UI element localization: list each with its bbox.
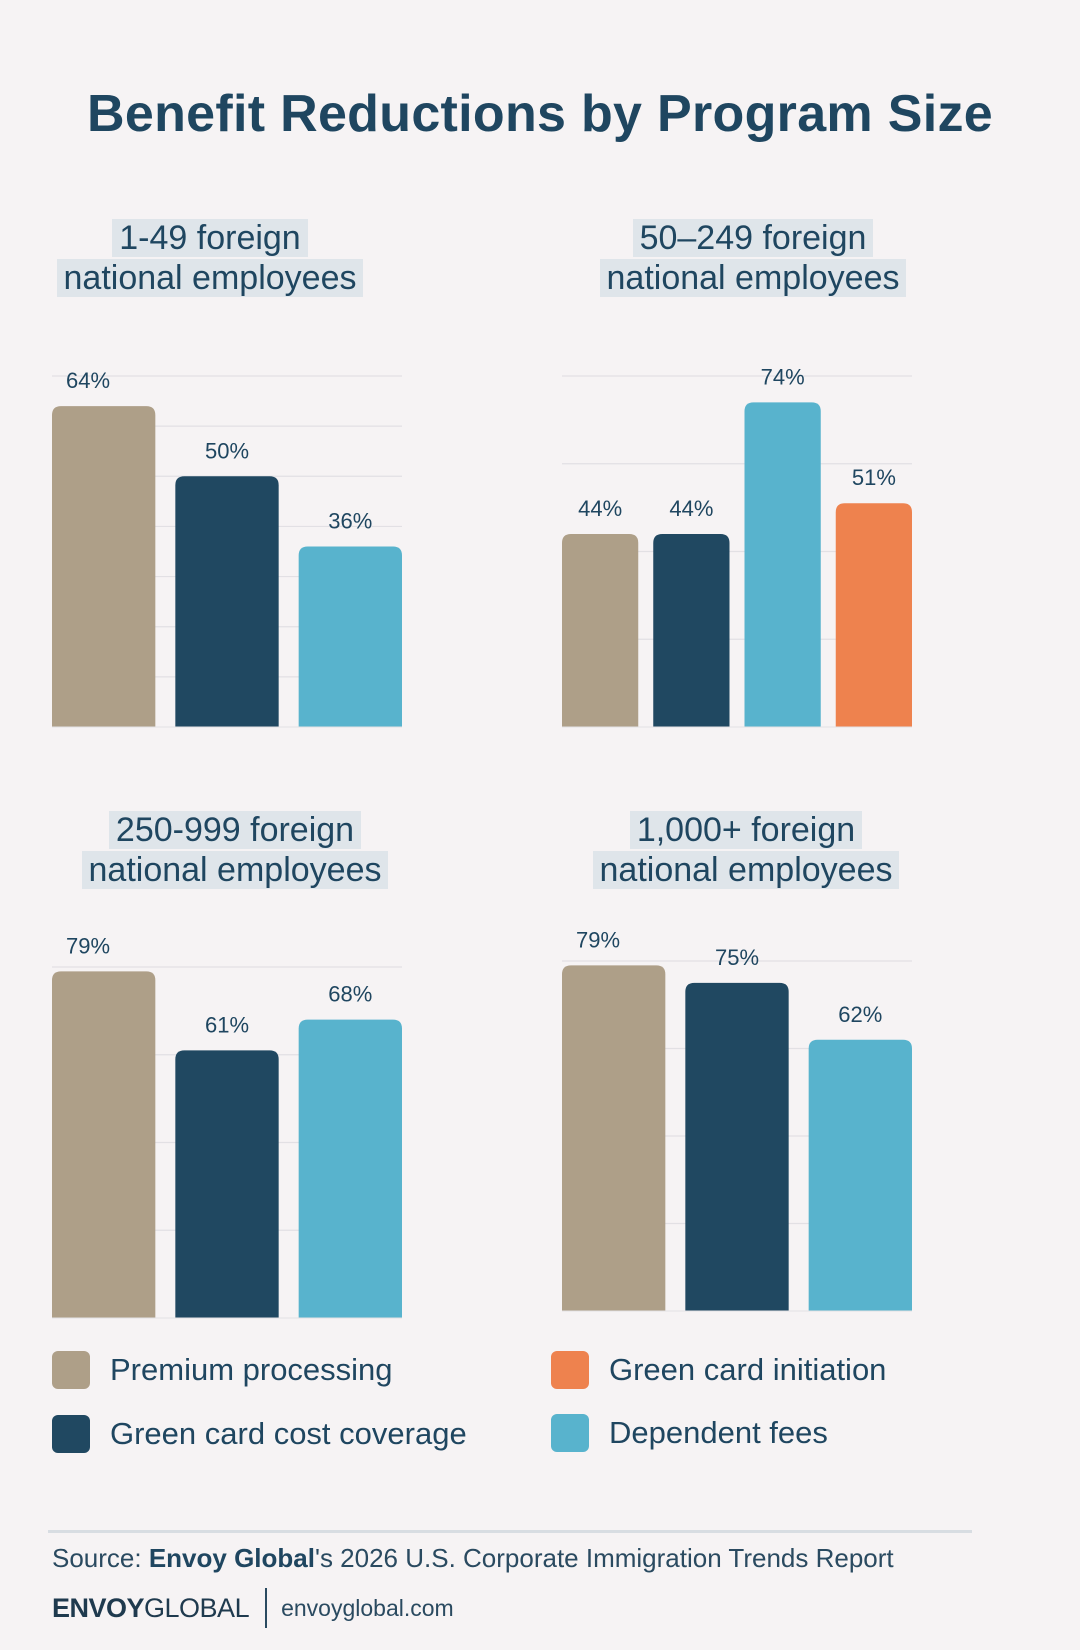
- bar-green-card-cost-coverage: [175, 1050, 279, 1318]
- bar-premium-processing: [562, 965, 666, 1311]
- chart-1-49: 64% 50% 36%: [52, 368, 402, 728]
- data-label: 44%: [669, 496, 713, 521]
- data-label: 79%: [576, 927, 620, 952]
- legend-swatch: [551, 1351, 589, 1389]
- data-label: 64%: [66, 368, 110, 393]
- source-note: Source: Envoy Global's 2026 U.S. Corpora…: [52, 1543, 894, 1574]
- source-prefix: Source:: [52, 1543, 149, 1573]
- panel-title-line-2: national employees: [81, 851, 389, 889]
- legend-item-green-card-initiation: Green card initiation: [551, 1351, 886, 1389]
- panel-title-line-2: national employees: [599, 259, 907, 297]
- envoy-global-logo: ENVOYGLOBAL: [52, 1592, 250, 1624]
- legend-label: Premium processing: [110, 1352, 393, 1387]
- bar-premium-processing: [52, 971, 156, 1318]
- bar-green-card-cost-coverage: [685, 982, 789, 1311]
- bar-green-card-cost-coverage: [175, 476, 279, 727]
- bar-dependent-fees: [298, 1019, 402, 1318]
- logo-regular-text: GLOBAL: [144, 1592, 250, 1623]
- data-label: 44%: [578, 496, 622, 521]
- panel-title-line-1: 50–249 foreign: [632, 219, 874, 257]
- legend-swatch: [52, 1415, 90, 1453]
- legend-swatch: [551, 1414, 589, 1452]
- bar-green-card-initiation: [835, 503, 912, 727]
- legend-item-dependent-fees: Dependent fees: [551, 1414, 828, 1452]
- data-label: 62%: [838, 1002, 882, 1027]
- logo-bold-text: ENVOY: [52, 1592, 145, 1623]
- bar-premium-processing: [52, 406, 156, 727]
- legend-label: Dependent fees: [609, 1415, 828, 1450]
- data-label: 75%: [715, 945, 759, 970]
- data-label: 74%: [761, 364, 805, 389]
- panel-title-line-2: national employees: [56, 259, 364, 297]
- source-suffix: 's 2026 U.S. Corporate Immigration Trend…: [314, 1543, 894, 1573]
- bar-premium-processing: [562, 533, 639, 727]
- panel-title-250-999: 250-999 foreign national employees: [55, 810, 415, 890]
- chart-1000-plus: 79% 75% 62%: [562, 927, 912, 1312]
- data-label: 68%: [328, 982, 372, 1007]
- data-label: 50%: [205, 438, 249, 463]
- panel-title-line-1: 1-49 foreign: [112, 219, 308, 257]
- panel-title-50-249: 50–249 foreign national employees: [573, 218, 933, 298]
- bar-dependent-fees: [298, 546, 402, 727]
- legend-swatch: [52, 1351, 90, 1389]
- legend-label: Green card cost coverage: [110, 1416, 467, 1451]
- bar-dependent-fees: [808, 1039, 912, 1311]
- panel-title-line-1: 1,000+ foreign: [629, 811, 863, 849]
- chart-250-999: 79% 61% 68%: [52, 933, 402, 1319]
- panel-title-line-2: national employees: [592, 851, 900, 889]
- chart-50-249: 44% 44% 74% 51%: [562, 364, 912, 728]
- source-brand: Envoy Global: [148, 1543, 315, 1573]
- legend: Premium processing Green card initiation…: [52, 1351, 1012, 1481]
- data-label: 61%: [205, 1012, 249, 1037]
- data-label: 51%: [852, 465, 896, 490]
- brand-divider: [265, 1588, 268, 1628]
- brand-row: ENVOYGLOBAL envoyglobal.com: [52, 1588, 454, 1628]
- page-title: Benefit Reductions by Program Size: [87, 85, 993, 143]
- data-label: 79%: [66, 933, 110, 958]
- website-link[interactable]: envoyglobal.com: [281, 1594, 454, 1621]
- panel-title-1-49: 1-49 foreign national employees: [30, 218, 390, 298]
- legend-label: Green card initiation: [609, 1352, 887, 1387]
- panel-title-1000-plus: 1,000+ foreign national employees: [566, 810, 926, 890]
- footer-divider: [48, 1530, 972, 1533]
- bar-dependent-fees: [744, 402, 821, 727]
- legend-item-premium-processing: Premium processing: [52, 1351, 393, 1389]
- data-label: 36%: [328, 508, 372, 533]
- legend-item-green-card-cost-coverage: Green card cost coverage: [52, 1415, 467, 1453]
- bar-green-card-cost-coverage: [653, 533, 730, 727]
- panel-title-line-1: 250-999 foreign: [108, 811, 362, 849]
